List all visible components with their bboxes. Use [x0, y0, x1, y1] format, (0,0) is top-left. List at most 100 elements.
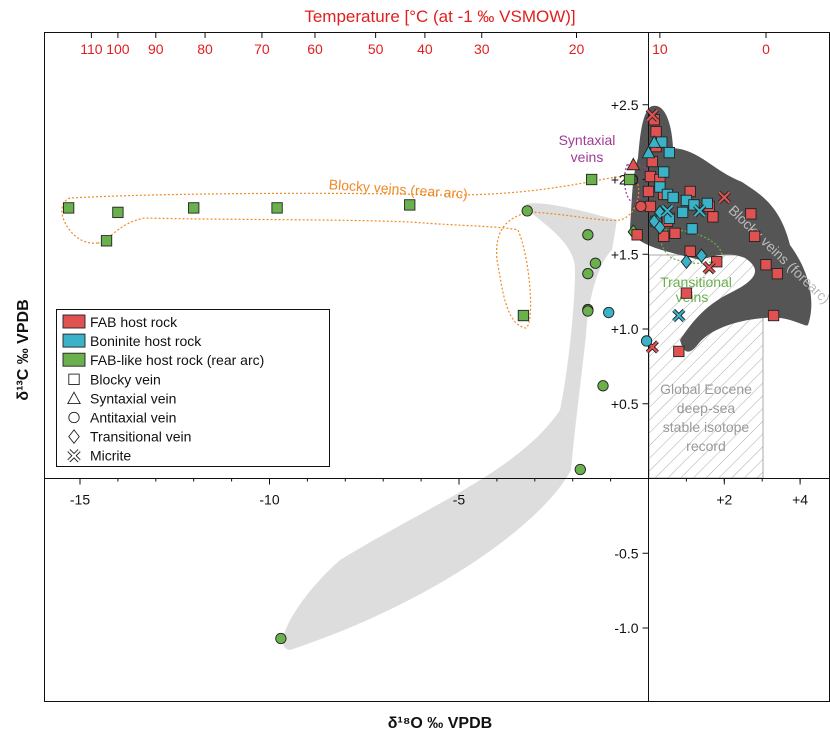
legend-symbol-square: [68, 373, 80, 385]
temp-tick-label: 10: [652, 41, 668, 57]
point-fab_like-antitaxial: [275, 632, 287, 645]
point-boninite-blocky: [688, 199, 700, 211]
x-axis-ticks: -15 -10 -5 +2 +4: [70, 478, 808, 508]
point-fab-blocky: [711, 256, 723, 268]
legend-label: FAB host rock: [90, 314, 178, 330]
point-fab_like-antitaxial: [521, 205, 533, 217]
global-record-line4: record: [686, 438, 726, 454]
point-fab_like-blocky: [271, 202, 283, 214]
point-fab-blocky: [644, 200, 657, 213]
point-fab-blocky: [684, 245, 696, 257]
point-boninite-blocky: [658, 166, 670, 178]
cross-stroke: [646, 340, 659, 353]
global-record-line3: stable isotope: [663, 419, 750, 435]
point-fab-blocky: [650, 126, 662, 138]
point-boninite-blocky: [701, 197, 713, 210]
point-fab-blocky: [745, 208, 757, 220]
point-fab_like-blocky: [404, 199, 416, 211]
legend-label: FAB-like host rock (rear arc): [90, 352, 264, 368]
legend-label: Micrite: [90, 448, 131, 464]
rear-arc-label: Blocky veins (rear arc): [328, 176, 468, 202]
legend: FAB host rock Boninite host rock FAB-like …: [56, 309, 330, 467]
legend-label: Boninite host rock: [90, 333, 202, 349]
point-boninite-transitional: [648, 213, 660, 229]
temperature-axis-ticks: 110 100 90 80 70 60 50 40 30 20 10 0: [80, 32, 770, 57]
y-tick-label: +1.5: [611, 246, 639, 262]
x-tick-label: +2: [716, 492, 732, 508]
cross-stroke: [646, 109, 659, 122]
point-fab_like-blocky: [586, 173, 598, 186]
cross-stroke: [68, 449, 80, 462]
legend-swatch: [62, 352, 86, 367]
point-fab-blocky: [760, 259, 772, 271]
forearc-blocky-field: [630, 105, 812, 352]
antitaxial-field: [283, 203, 617, 650]
y-tick-label: +1.0: [611, 321, 639, 337]
point-fab-blocky: [767, 309, 780, 322]
point-fab-blocky: [642, 185, 655, 198]
point-fab_like-blocky: [112, 206, 124, 219]
temp-tick-label: 50: [368, 41, 384, 57]
y-tick-label: +2.5: [611, 97, 639, 113]
syntaxial-outline: [623, 163, 651, 203]
point-boninite-antitaxial: [603, 306, 615, 319]
legend-symbol-triangle: [67, 391, 81, 405]
legend-label: Blocky vein: [90, 371, 161, 387]
x-axis-title: δ¹⁸O ‰ VPDB: [388, 715, 492, 732]
point-fab_like-antitaxial: [582, 268, 594, 280]
point-fab-blocky: [680, 287, 693, 299]
legend-label: Transitional vein: [90, 429, 191, 445]
syntaxial-label-line2: veins: [571, 149, 604, 165]
point-boninite-transitional: [695, 248, 708, 264]
point-boninite-micrite: [672, 308, 686, 323]
temp-tick-label: 60: [307, 41, 323, 57]
point-boninite-micrite: [693, 204, 707, 218]
point-fab_like-blocky: [188, 202, 200, 214]
point-fab_like-blocky: [517, 309, 530, 322]
point-fab_like-antitaxial: [582, 305, 594, 317]
point-fab-blocky: [644, 170, 657, 183]
point-boninite-blocky: [676, 206, 689, 219]
legend-label: Antitaxial vein: [90, 410, 176, 426]
point-boninite-blocky: [654, 181, 666, 193]
x-tick-label: -15: [70, 492, 90, 508]
global-record-line1: Global Eocene: [660, 381, 752, 397]
point-fab_like-blocky: [100, 235, 113, 247]
point-fab_like-blocky: [623, 173, 636, 186]
global-record-line2: deep-sea: [677, 400, 736, 416]
transitional-label-line1: Transitional: [660, 274, 732, 290]
point-fab_like-antitaxial: [589, 257, 602, 269]
temp-tick-label: 70: [254, 41, 270, 57]
point-fab-blocky: [669, 227, 681, 239]
point-fab-micrite: [702, 261, 716, 275]
y-tick-label: -1.0: [614, 620, 638, 636]
point-boninite-blocky: [686, 223, 698, 235]
temp-tick-label: 90: [148, 41, 164, 57]
legend-swatch: [62, 314, 86, 329]
point-fab-antitaxial: [635, 200, 647, 213]
point-fab-blocky: [771, 268, 784, 280]
temp-tick-label: 30: [474, 41, 490, 57]
point-boninite-transitional: [680, 254, 693, 270]
legend-symbol-cross: [67, 449, 81, 463]
cross-stroke: [693, 204, 706, 217]
point-fab-blocky: [631, 229, 643, 241]
point-fab-blocky: [707, 211, 719, 223]
point-fab-micrite: [645, 108, 659, 122]
legend-symbol-diamond: [68, 429, 80, 445]
x-tick-label: +4: [792, 492, 808, 508]
point-boninite-syntaxial: [647, 134, 662, 148]
point-fab_like-antitaxial: [574, 463, 586, 476]
point-fab-blocky: [673, 345, 685, 358]
y-tick-label: +0.5: [611, 396, 639, 412]
point-boninite-blocky: [667, 191, 679, 204]
x-tick-label: -10: [259, 492, 279, 508]
syntaxial-label-line1: Syntaxial: [559, 132, 616, 148]
temp-tick-label: 100: [106, 41, 130, 57]
point-fab-blocky: [748, 230, 761, 242]
point-fab_like-antitaxial: [582, 229, 594, 241]
data-points: [62, 108, 784, 645]
temp-tick-label: 40: [417, 41, 433, 57]
point-fab-syntaxial: [626, 157, 641, 171]
legend-swatch: [62, 333, 86, 348]
